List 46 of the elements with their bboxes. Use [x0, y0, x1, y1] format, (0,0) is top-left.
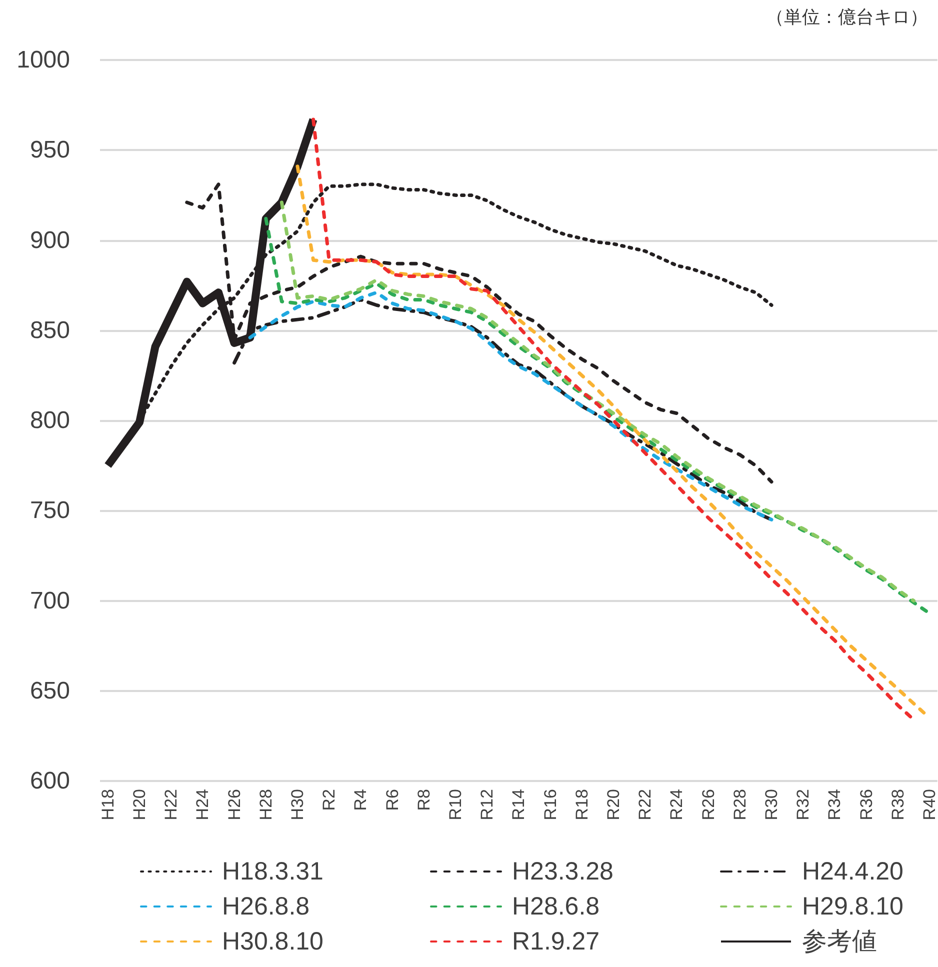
- legend-label: H18.3.31: [222, 858, 324, 886]
- x-tick-label: R26: [698, 789, 718, 820]
- legend-label: H30.8.10: [222, 928, 324, 956]
- x-tick-label: H30: [288, 789, 307, 820]
- y-tick-label: 750: [30, 497, 70, 524]
- y-tick-label: 600: [30, 768, 70, 794]
- x-tick-label: R8: [414, 789, 434, 811]
- legend-label: H28.6.8: [512, 892, 600, 920]
- x-tick-label: R10: [446, 789, 465, 820]
- x-tick-label: R20: [604, 789, 624, 820]
- x-tick-label: R36: [856, 789, 876, 820]
- y-tick-label: 950: [30, 136, 70, 164]
- x-tick-label: H18: [98, 789, 118, 820]
- x-tick-label: R40: [920, 789, 938, 820]
- x-tick-label: R2: [320, 789, 339, 811]
- x-tick-label: H24: [193, 789, 212, 820]
- y-tick-label: 850: [30, 316, 70, 344]
- x-tick-label: R6: [382, 789, 402, 811]
- y-tick-label: 800: [30, 407, 70, 434]
- x-tick-label: R38: [888, 789, 908, 820]
- legend-label: H26.8.8: [222, 892, 310, 920]
- x-tick-label: R18: [572, 789, 592, 820]
- x-tick-label: H22: [162, 789, 181, 820]
- x-tick-label: R16: [540, 789, 560, 820]
- legend-label: H29.8.10: [802, 892, 904, 920]
- x-tick-label: R32: [794, 789, 813, 820]
- legend-label: R1.9.27: [512, 928, 600, 956]
- x-tick-label: R30: [762, 789, 782, 820]
- y-tick-label: 1000: [16, 46, 70, 74]
- text: （単位：億台キロ）: [766, 7, 928, 27]
- y-tick-label: 700: [30, 587, 70, 614]
- x-tick-label: R24: [667, 789, 686, 820]
- x-tick-label: R12: [478, 789, 497, 820]
- x-tick-label: H28: [256, 789, 276, 820]
- x-tick-label: R34: [825, 789, 844, 820]
- x-tick-label: H20: [130, 789, 149, 820]
- x-tick-label: H26: [224, 789, 244, 820]
- y-tick-label: 900: [30, 226, 70, 254]
- legend-label: H23.3.28: [512, 858, 614, 886]
- x-tick-label: R28: [730, 789, 750, 820]
- x-tick-label: R4: [351, 789, 370, 811]
- legend-label: 参考値: [802, 928, 877, 956]
- x-tick-label: R14: [509, 789, 528, 820]
- legend-label: H24.4.20: [802, 858, 904, 886]
- x-tick-label: R22: [636, 789, 655, 820]
- y-tick-label: 650: [30, 677, 70, 704]
